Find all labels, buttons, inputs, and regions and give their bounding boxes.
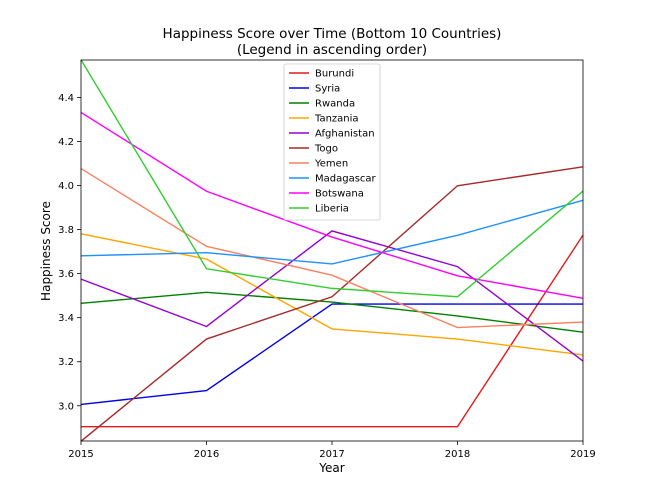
y-tick-label: 4.4 bbox=[58, 93, 74, 104]
series-line-burundi bbox=[81, 234, 584, 428]
legend-label-burundi: Burundi bbox=[315, 69, 354, 80]
series-lines bbox=[80, 59, 584, 442]
x-tick-label: 2017 bbox=[319, 449, 344, 460]
x-axis-ticks: 2015 2016 2017 2018 2019 bbox=[68, 441, 596, 460]
legend-label-afghanistan: Afghanistan bbox=[315, 129, 375, 140]
legend-label-yemen: Yemen bbox=[314, 159, 348, 170]
legend-label-tanzania: Tanzania bbox=[314, 114, 359, 125]
x-tick-label: 2019 bbox=[570, 449, 595, 460]
series-line-madagascar bbox=[80, 199, 584, 265]
series-line-rwanda bbox=[80, 291, 584, 333]
y-tick-label: 3.6 bbox=[58, 269, 74, 280]
x-axis-label: Year bbox=[318, 461, 344, 475]
legend: Burundi Syria Rwanda Tanzania Afghanistan Tog… bbox=[283, 63, 381, 221]
legend-label-syria: Syria bbox=[315, 84, 340, 95]
y-tick-label: 3.8 bbox=[58, 225, 74, 236]
y-tick-label: 4.2 bbox=[58, 137, 74, 148]
y-axis-ticks: 3.0 3.2 3.4 3.6 3.8 4.0 4.2 4.4 bbox=[58, 93, 81, 412]
series-line-yemen bbox=[80, 167, 584, 329]
series-line-liberia bbox=[80, 59, 584, 298]
x-tick-label: 2018 bbox=[445, 449, 470, 460]
legend-label-rwanda: Rwanda bbox=[315, 99, 355, 110]
y-tick-label: 3.0 bbox=[58, 401, 74, 412]
legend-label-liberia: Liberia bbox=[315, 204, 349, 215]
series-line-togo bbox=[80, 166, 584, 442]
legend-label-madagascar: Madagascar bbox=[315, 174, 377, 185]
series-line-afghanistan bbox=[80, 230, 584, 362]
y-tick-label: 4.0 bbox=[58, 181, 74, 192]
y-axis-label: Happiness Score bbox=[39, 201, 53, 301]
chart-title: Happiness Score over Time (Bottom 10 Cou… bbox=[163, 26, 502, 42]
series-line-tanzania bbox=[80, 233, 584, 356]
x-tick-label: 2015 bbox=[68, 449, 93, 460]
y-tick-label: 3.4 bbox=[58, 313, 74, 324]
legend-label-botswana: Botswana bbox=[315, 189, 364, 200]
y-tick-label: 3.2 bbox=[58, 357, 74, 368]
series-line-botswana bbox=[80, 111, 584, 299]
x-tick-label: 2016 bbox=[194, 449, 219, 460]
chart-subtitle: (Legend in ascending order) bbox=[237, 42, 427, 58]
legend-label-togo: Togo bbox=[314, 144, 338, 155]
series-line-syria bbox=[80, 303, 583, 406]
